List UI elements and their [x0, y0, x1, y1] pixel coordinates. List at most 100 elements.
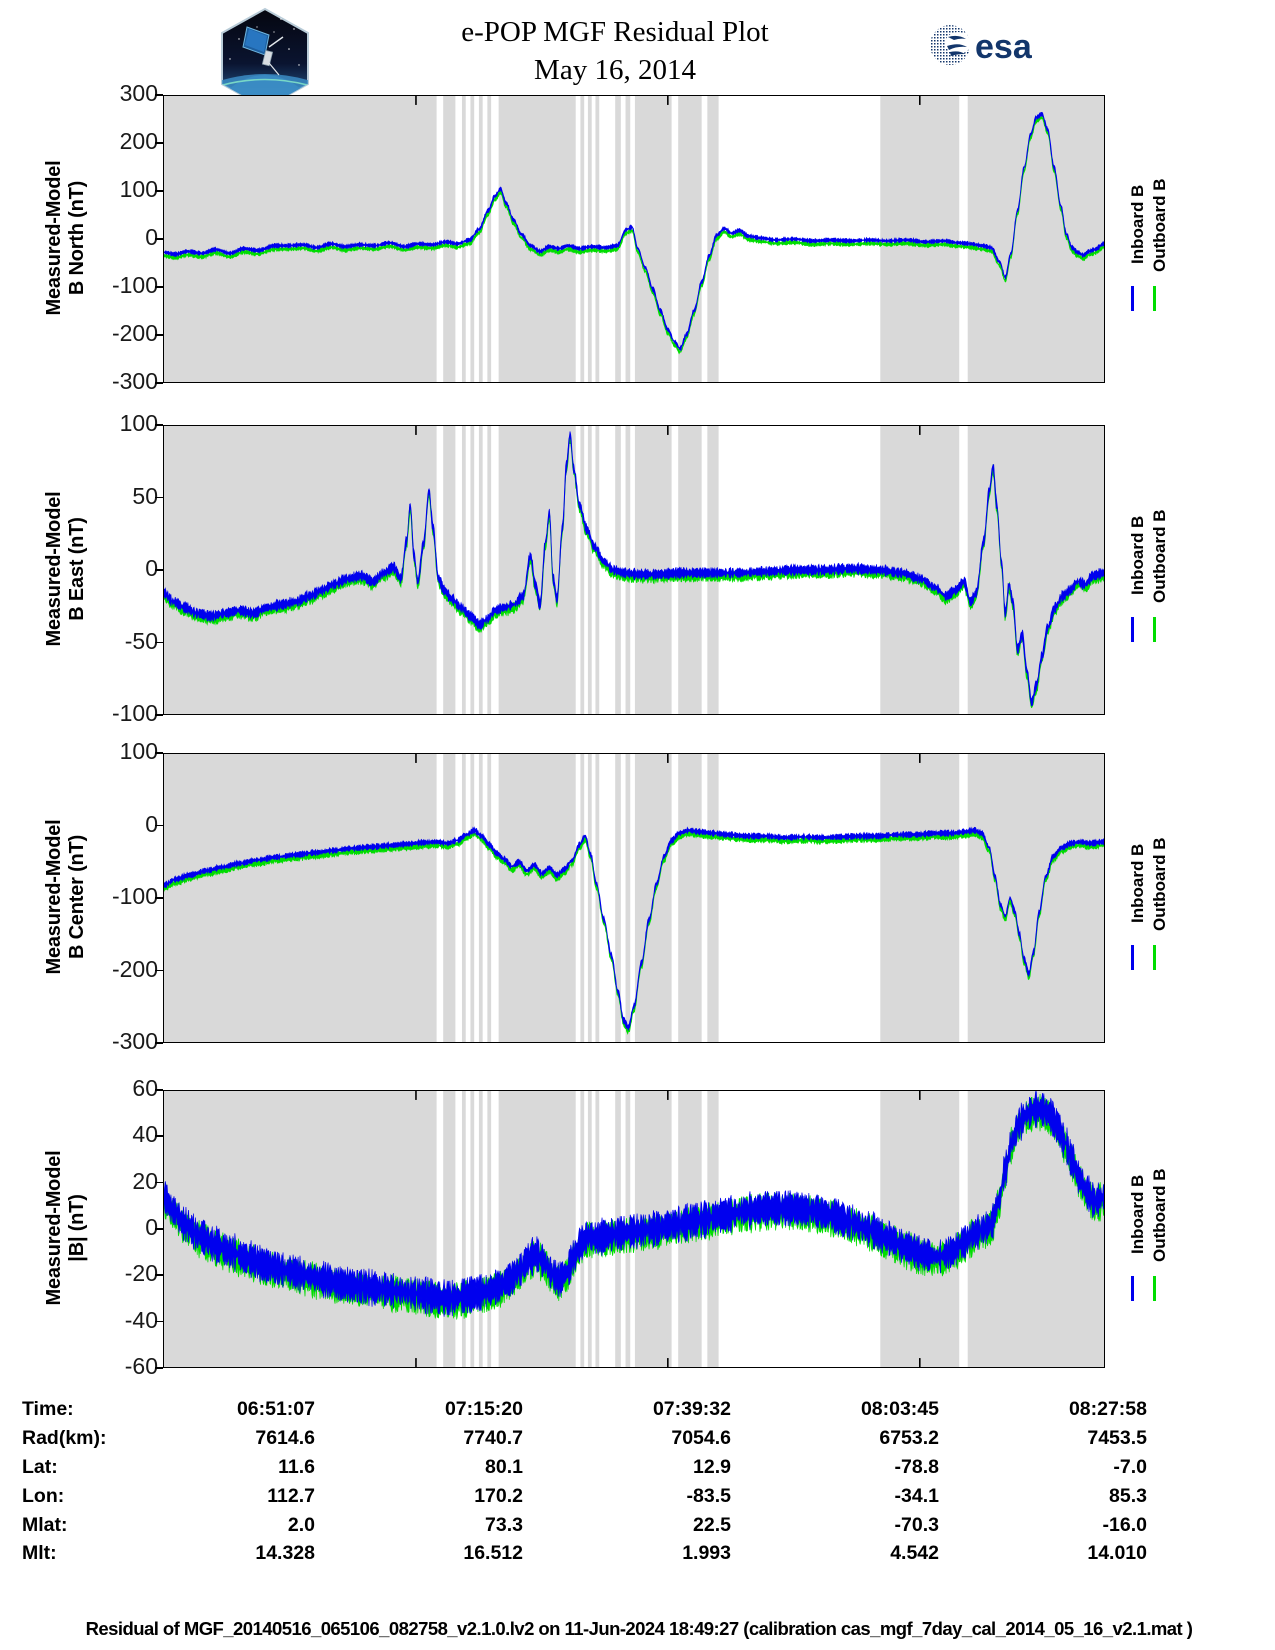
legend-label-outboard: Outboard B: [1150, 837, 1169, 932]
legend-swatch-outboard: [1153, 945, 1156, 970]
plot-panel-1: Measured-Model B East (nT) 100 50 0 -50 -100 In…: [0, 412, 1275, 725]
legend-swatch-outboard: [1153, 286, 1156, 311]
shaded-region: [967, 754, 1104, 1042]
table-cell-value: 14.328: [255, 1542, 315, 1565]
y-axis-label-1: Measured-Model B East (nT): [43, 424, 89, 714]
table-cell-value: 6753.2: [879, 1426, 939, 1449]
y-axis-label-line2: B Center (nT): [66, 834, 88, 960]
table-row: Mlt: 14.328 16.512 1.993 4.542 14.010: [22, 1540, 1163, 1569]
shaded-region: [587, 754, 592, 1042]
shaded-region: [461, 1091, 466, 1367]
table-cell-value: 06:51:07: [236, 1398, 315, 1420]
y-tick-label: 0: [145, 810, 158, 837]
legend-1: Inboard B Outboard B: [1110, 495, 1230, 655]
plot-area-3[interactable]: [163, 1090, 1105, 1368]
y-tick-mark: [155, 424, 163, 426]
y-tick-mark: [155, 897, 163, 899]
y-tick-label: 100: [119, 410, 158, 436]
plot-area-0[interactable]: [163, 95, 1105, 383]
table-cell-value: -16.0: [1102, 1513, 1147, 1536]
y-tick-mark: [155, 496, 163, 499]
legend-swatch-inboard: [1131, 286, 1134, 311]
y-tick-label: 40: [132, 1121, 158, 1148]
y-tick-mark: [155, 1042, 163, 1044]
y-axis-label-line2: |B| (nT): [66, 1194, 88, 1262]
esa-wordmark: esa: [975, 28, 1033, 66]
y-tick-label: -40: [124, 1306, 158, 1333]
y-tick-mark: [155, 1274, 163, 1276]
legend-label-outboard: Outboard B: [1150, 178, 1169, 273]
shaded-region: [487, 426, 492, 714]
table-cell-value: -7.0: [1113, 1455, 1147, 1478]
plot-area-1[interactable]: [163, 425, 1105, 715]
shaded-region: [443, 426, 456, 714]
shaded-region: [443, 1091, 456, 1367]
table-row: Rad(km): 7614.6 7740.7 7054.6 6753.2 7453.5: [22, 1425, 1163, 1454]
legend-swatch-outboard: [1153, 617, 1156, 642]
table-cell-value: 07:39:32: [652, 1398, 731, 1420]
trace-inboard-b: [164, 826, 1104, 1031]
table-row: Time: 06:51:07 07:15:20 07:39:32 08:03:45 08:…: [22, 1396, 1163, 1425]
table-cell-value: 11.6: [278, 1455, 315, 1478]
y-tick-label: -200: [111, 955, 158, 982]
table-cell-value: 07:15:20: [444, 1398, 523, 1420]
shaded-region: [967, 426, 1104, 714]
legend-label-inboard: Inboard B: [1128, 184, 1147, 264]
shaded-region: [470, 754, 475, 1042]
shaded-region: [634, 96, 672, 382]
plot-panel-0: Measured-Model B North (nT) 300 200 100 0 -100…: [0, 82, 1275, 393]
y-tick-label: -60: [124, 1353, 158, 1379]
shaded-region: [164, 754, 437, 1042]
ephemeris-data-table: Time: 06:51:07 07:15:20 07:39:32 08:03:45 08:…: [0, 1396, 1275, 1569]
plot-canvas-2: [164, 754, 1104, 1042]
page-title: e-POP MGF Residual Plot May 16, 2014: [330, 14, 900, 89]
shaded-region: [487, 1091, 492, 1367]
shaded-region: [487, 754, 492, 1042]
y-axis-label-line2: B East (nT): [66, 517, 88, 621]
y-tick-mark: [155, 238, 163, 240]
shaded-region: [478, 96, 483, 382]
y-axis-label-3: Measured-Model |B| (nT): [43, 1089, 89, 1367]
shaded-region: [625, 96, 631, 382]
table-cell-value: 7453.5: [1087, 1426, 1147, 1449]
y-tick-label: 0: [145, 224, 158, 250]
y-axis-label-line1: Measured-Model: [43, 160, 65, 316]
table-row-label: Mlat:: [22, 1513, 68, 1536]
y-axis-label-line1: Measured-Model: [43, 819, 65, 975]
plot-canvas-0: [164, 96, 1104, 382]
shaded-region: [880, 754, 960, 1042]
plot-canvas-3: [164, 1091, 1104, 1367]
y-tick-label: 0: [145, 1214, 158, 1240]
y-tick-mark: [155, 1367, 163, 1369]
table-cell-value: 7740.7: [463, 1426, 523, 1449]
legend-swatch-inboard: [1131, 945, 1134, 970]
y-tick-label: -20: [124, 1260, 158, 1287]
table-row: Lat: 11.6 80.1 12.9 -78.8 -7.0: [22, 1454, 1163, 1483]
table-cell-value: 12.9: [693, 1455, 731, 1478]
trace-inboard-b: [164, 111, 1104, 351]
plot-canvas-1: [164, 426, 1104, 714]
shaded-region: [580, 96, 585, 382]
trace-inboard-b: [164, 431, 1104, 707]
y-tick-mark: [155, 752, 163, 754]
shaded-region: [443, 754, 456, 1042]
ephemeris-table: Time: 06:51:07 07:15:20 07:39:32 08:03:45 08:…: [22, 1396, 1163, 1569]
shaded-region: [707, 754, 719, 1042]
shaded-region: [487, 96, 492, 382]
table-row-label: Mlt:: [22, 1542, 57, 1565]
table-cell-value: -78.8: [894, 1455, 939, 1478]
y-axis-label-line1: Measured-Model: [43, 491, 65, 647]
plot-area-2[interactable]: [163, 753, 1105, 1043]
shaded-region: [461, 426, 466, 714]
legend-swatch-inboard: [1131, 1276, 1134, 1301]
esa-logo-icon: esa: [928, 22, 1040, 68]
shaded-region: [461, 96, 466, 382]
y-tick-label: 60: [132, 1075, 158, 1101]
shaded-region: [478, 1091, 483, 1367]
table-cell-value: 22.5: [693, 1513, 731, 1536]
y-tick-label: -50: [124, 627, 158, 654]
table-cell-value: -83.5: [686, 1484, 731, 1507]
legend-swatch-outboard: [1153, 1276, 1156, 1301]
page-header: CASSIOPE e-POP MGF Residual Plot May 16,…: [0, 0, 1275, 110]
table-cell-value: -34.1: [894, 1484, 939, 1507]
